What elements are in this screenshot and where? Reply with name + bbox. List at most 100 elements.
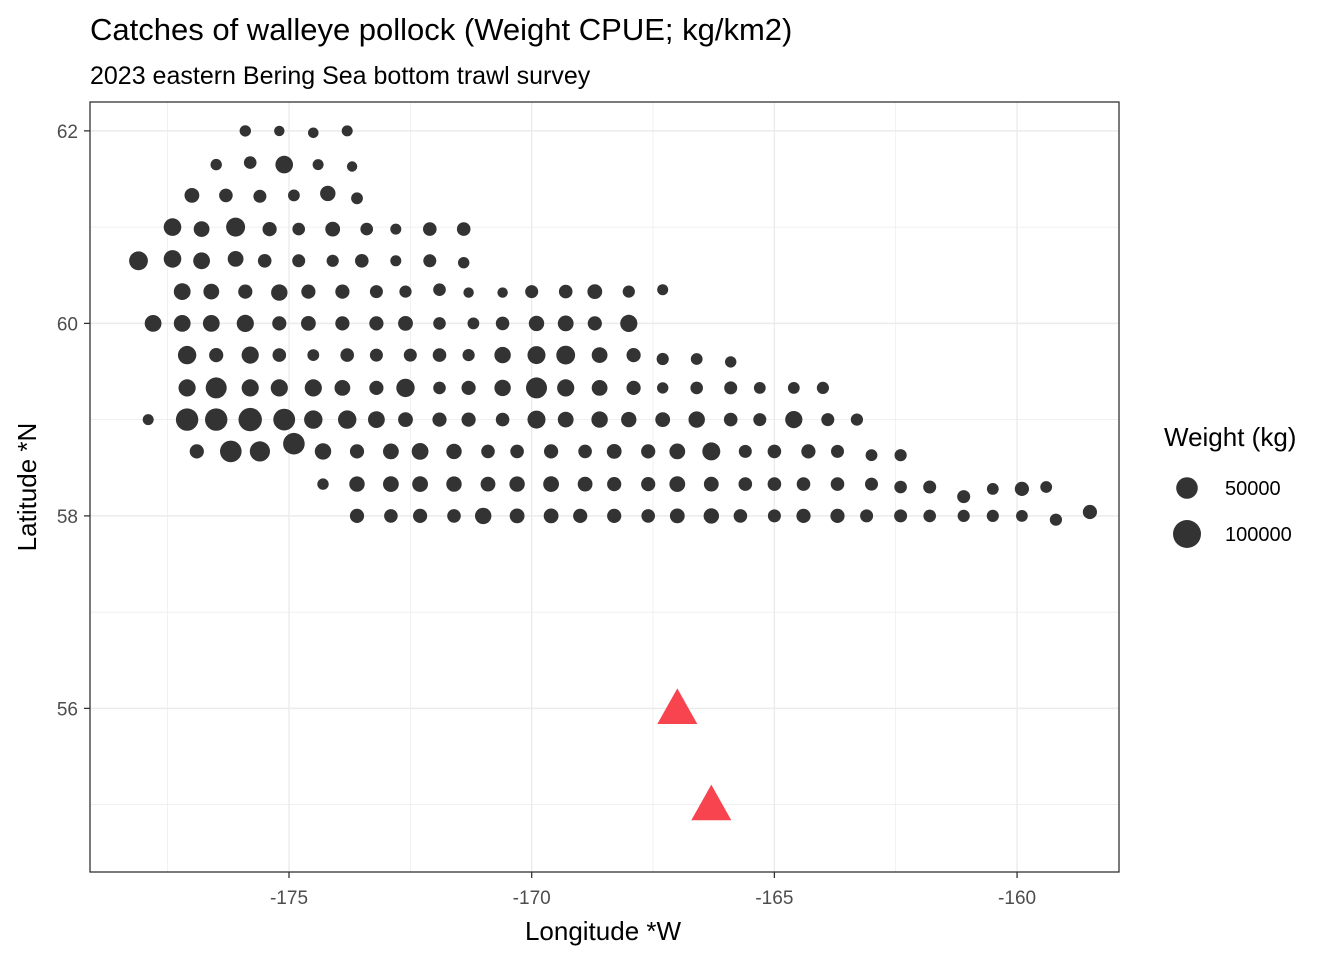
data-point	[816, 381, 830, 394]
x-tick-label: -175	[270, 888, 308, 909]
data-point	[509, 508, 525, 524]
data-point	[349, 476, 365, 492]
data-point	[144, 315, 162, 332]
data-point	[690, 381, 703, 395]
data-point	[688, 411, 705, 428]
data-point	[390, 255, 402, 267]
data-point	[317, 478, 329, 490]
data-point	[307, 349, 320, 361]
data-point	[423, 254, 437, 268]
data-point	[480, 476, 496, 492]
data-point	[423, 222, 437, 236]
triangle-markers	[657, 688, 732, 821]
data-point	[178, 379, 196, 397]
data-point	[334, 380, 351, 396]
data-point	[497, 287, 508, 298]
data-point	[626, 348, 641, 363]
data-point	[525, 285, 539, 299]
data-point	[894, 449, 907, 462]
legend: Weight (kg) 50000 100000	[1164, 422, 1296, 548]
data-point	[738, 477, 753, 491]
data-point	[785, 411, 803, 429]
data-point	[304, 410, 323, 429]
data-point	[383, 476, 399, 492]
data-point	[923, 509, 936, 523]
data-point	[203, 283, 220, 300]
data-point	[801, 444, 816, 459]
data-point	[556, 345, 576, 365]
data-point	[606, 444, 622, 459]
data-point	[462, 349, 475, 362]
data-point	[384, 509, 398, 523]
data-point	[355, 253, 369, 268]
data-point	[205, 408, 228, 431]
data-point	[494, 379, 511, 397]
data-point	[767, 477, 782, 491]
data-point	[481, 444, 495, 459]
data-point	[163, 218, 182, 236]
data-point	[495, 412, 510, 427]
data-point	[753, 382, 766, 394]
data-point	[543, 508, 559, 524]
data-point	[412, 476, 428, 492]
data-point	[219, 188, 233, 203]
data-point	[301, 284, 316, 299]
y-axis: 56 58 60 62	[57, 122, 90, 720]
data-point	[690, 353, 703, 365]
data-point	[509, 476, 525, 492]
data-point	[173, 315, 191, 332]
data-point	[238, 407, 262, 432]
data-point	[241, 346, 259, 364]
data-point	[703, 476, 719, 492]
data-point	[702, 442, 721, 461]
legend-key	[1176, 477, 1198, 499]
data-point	[821, 413, 835, 427]
data-point	[725, 356, 737, 368]
data-point	[495, 316, 510, 331]
data-point	[456, 222, 471, 236]
data-point	[733, 509, 748, 523]
data-point	[243, 156, 257, 169]
legend-title: Weight (kg)	[1164, 422, 1296, 452]
data-point	[433, 317, 446, 330]
data-point	[573, 508, 588, 523]
data-point	[723, 412, 738, 427]
data-point	[338, 410, 357, 429]
data-point	[577, 476, 593, 492]
data-point	[543, 476, 559, 492]
triangle-marker	[657, 688, 698, 724]
data-point	[724, 381, 738, 395]
data-point	[236, 314, 254, 332]
triangle-marker	[691, 784, 732, 821]
data-point	[249, 441, 270, 462]
data-point	[238, 284, 253, 299]
data-point	[413, 508, 428, 523]
data-point	[1082, 504, 1097, 520]
data-point	[796, 477, 811, 491]
data-point	[860, 509, 874, 523]
data-point	[301, 316, 316, 331]
data-point	[461, 412, 476, 427]
data-point	[272, 316, 287, 331]
data-point	[210, 158, 222, 171]
data-point	[461, 380, 476, 395]
data-point	[1016, 510, 1028, 522]
data-point	[209, 348, 224, 363]
x-tick-label: -160	[998, 888, 1036, 909]
data-point	[641, 477, 656, 492]
data-point	[432, 412, 447, 427]
data-point	[220, 440, 242, 463]
data-point	[591, 380, 608, 396]
data-point	[463, 287, 474, 298]
data-point	[142, 414, 154, 426]
data-point	[494, 346, 511, 364]
data-point	[865, 477, 878, 491]
data-point	[830, 508, 845, 523]
data-point	[557, 379, 575, 397]
data-point	[526, 377, 547, 399]
data-point	[288, 189, 300, 202]
data-point	[177, 345, 197, 365]
chart-title: Catches of walleye pollock (Weight CPUE;…	[90, 12, 792, 47]
data-point	[607, 508, 622, 523]
